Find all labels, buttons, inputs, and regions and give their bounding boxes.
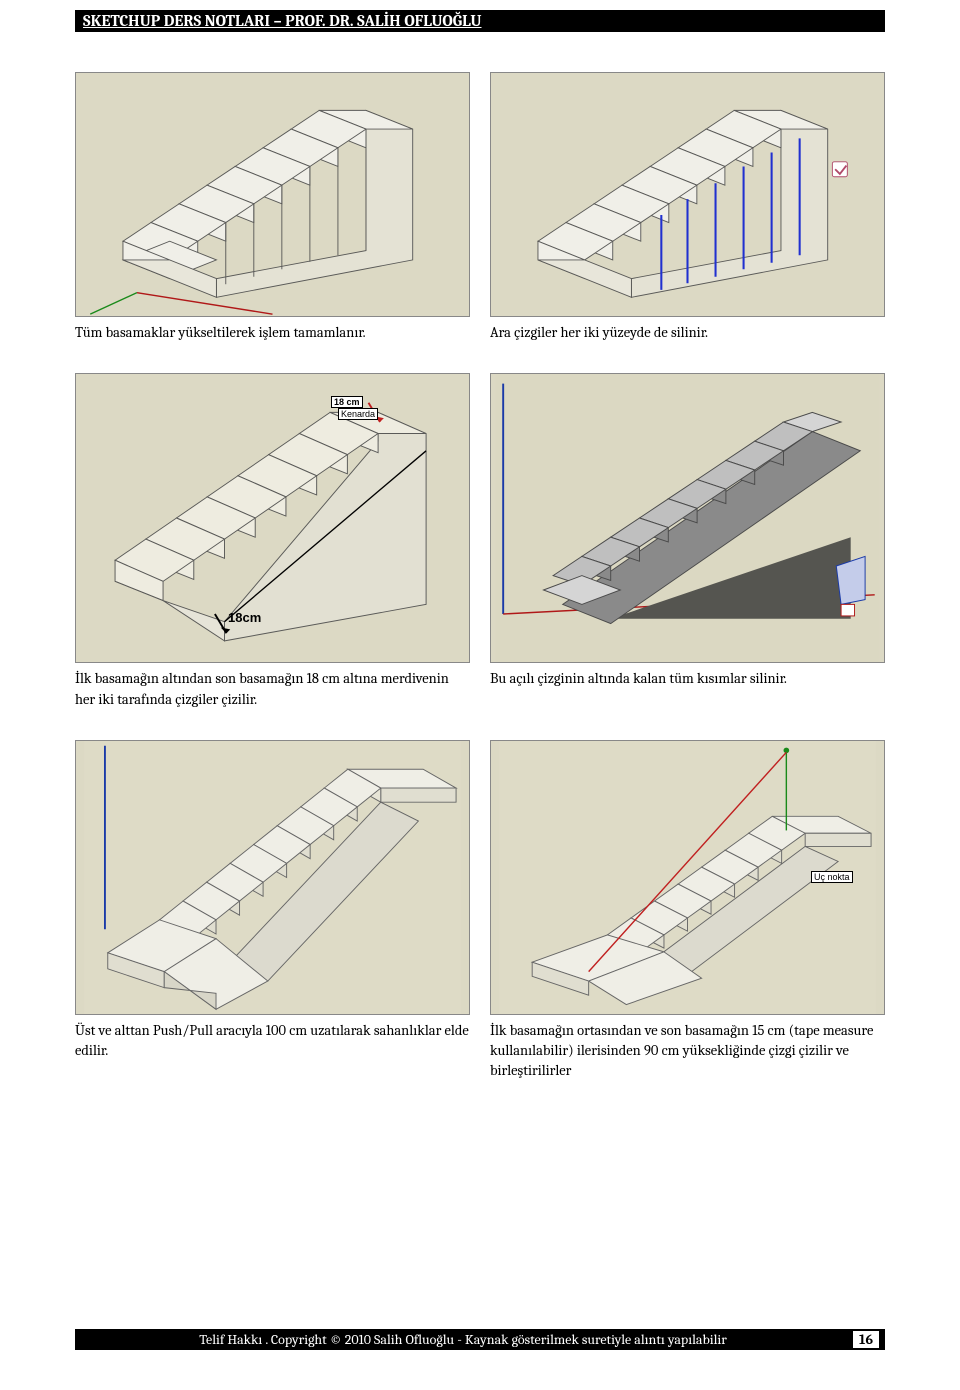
stairs-complete-svg xyxy=(76,73,469,316)
footer-text: Telif Hakkı . Copyright © 2010 Salih Ofl… xyxy=(81,1331,845,1348)
label-kenarda: Kenarda xyxy=(338,408,378,420)
caption-2-right: Bu açılı çizginin altında kalan tüm kısı… xyxy=(490,669,885,689)
figure-stairs-18cm-lines: 18 cm Kenarda 18cm xyxy=(75,373,470,663)
figure-stairs-complete xyxy=(75,72,470,317)
figure-col-3-left: Üst ve alttan Push/Pull aracıyla 100 cm … xyxy=(75,740,470,1082)
caption-3-left: Üst ve alttan Push/Pull aracıyla 100 cm … xyxy=(75,1021,470,1062)
caption-1-right: Ara çizgiler her iki yüzeyde de silinir. xyxy=(490,323,885,343)
figure-col-2-right: Bu açılı çizginin altında kalan tüm kısı… xyxy=(490,373,885,710)
figure-stairs-cut-under xyxy=(490,373,885,663)
figure-row-1: Tüm basamaklar yükseltilerek işlem tamam… xyxy=(75,72,885,343)
figure-stairs-selectlines xyxy=(490,72,885,317)
stairs-landings-svg xyxy=(76,741,469,1014)
stairs-cut-svg xyxy=(491,374,884,662)
figure-stairs-guidelines: Uç nokta xyxy=(490,740,885,1015)
label-18cm-bottom: 18cm xyxy=(226,610,263,625)
figure-row-2: 18 cm Kenarda 18cm İlk basamağın altında… xyxy=(75,373,885,710)
footer-page-number: 16 xyxy=(853,1331,879,1348)
page-header: SKETCHUP DERS NOTLARI – PROF. DR. SALİH … xyxy=(75,10,885,32)
figure-col-2-left: 18 cm Kenarda 18cm İlk basamağın altında… xyxy=(75,373,470,710)
caption-2-left: İlk basamağın altından son basamağın 18 … xyxy=(75,669,470,710)
label-18cm-top: 18 cm xyxy=(331,396,363,408)
figure-col-1-left: Tüm basamaklar yükseltilerek işlem tamam… xyxy=(75,72,470,343)
caption-3-right: İlk basamağın ortasından ve son basamağı… xyxy=(490,1021,885,1082)
page-footer: Telif Hakkı . Copyright © 2010 Salih Ofl… xyxy=(75,1329,885,1350)
figure-row-3: Üst ve alttan Push/Pull aracıyla 100 cm … xyxy=(75,740,885,1082)
figure-col-1-right: Ara çizgiler her iki yüzeyde de silinir. xyxy=(490,72,885,343)
caption-1-left: Tüm basamaklar yükseltilerek işlem tamam… xyxy=(75,323,470,343)
label-ucnokta: Uç nokta xyxy=(811,871,853,883)
figure-stairs-landings xyxy=(75,740,470,1015)
header-title: SKETCHUP DERS NOTLARI – PROF. DR. SALİH … xyxy=(83,12,482,30)
stairs-18cm-svg xyxy=(76,374,469,662)
figure-col-3-right: Uç nokta İlk basamağın ortasından ve son… xyxy=(490,740,885,1082)
stairs-selectlines-svg xyxy=(491,73,884,316)
